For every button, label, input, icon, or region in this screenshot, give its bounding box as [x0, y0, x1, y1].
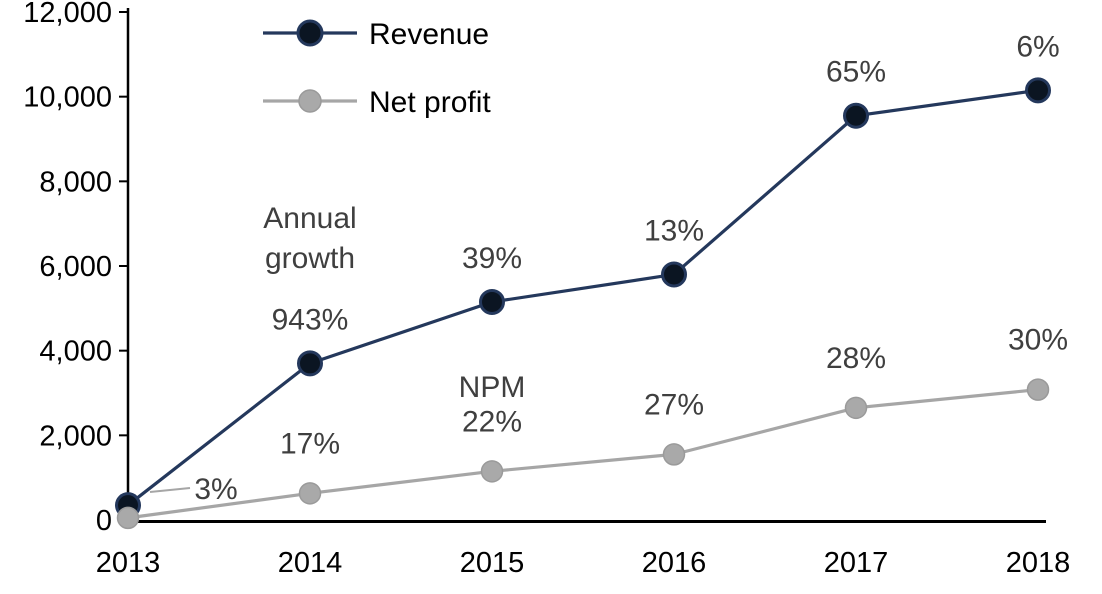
npm-leader-line [149, 487, 191, 493]
netprofit-point [298, 482, 322, 505]
legend-netprofit-label: Net profit [369, 86, 491, 119]
legend-revenue-label: Revenue [369, 18, 489, 51]
y-tick-label: 4,000 [39, 336, 112, 368]
y-tick-label: 0 [96, 505, 112, 537]
npm-label: 17% [280, 427, 340, 460]
growth-label: 6% [1016, 30, 1059, 63]
npm-label: 27% [644, 388, 704, 421]
netprofit-line [126, 388, 1040, 520]
npm-label: 3% [194, 473, 237, 506]
x-tick-label: 2015 [460, 547, 525, 579]
npm-label: 28% [826, 342, 886, 375]
y-tick-label: 10,000 [23, 82, 112, 114]
annual-growth-caption-line2: growth [265, 242, 355, 275]
y-tick-label: 8,000 [39, 166, 112, 198]
netprofit-point [480, 460, 504, 483]
x-tick-label: 2014 [278, 547, 343, 579]
x-tick-label: 2016 [642, 547, 707, 579]
y-tick-label: 12,000 [23, 0, 112, 29]
y-tick-label: 2,000 [39, 420, 112, 452]
netprofit-point [844, 396, 868, 420]
growth-label: 39% [462, 242, 522, 275]
legend-revenue-marker [296, 19, 324, 47]
revenue-point [661, 261, 687, 288]
netprofit-point [1026, 378, 1050, 401]
x-tick-label: 2013 [96, 547, 161, 579]
annual-growth-caption-line1: Annual [263, 202, 356, 235]
revenue-point [1025, 77, 1051, 104]
y-tick-label: 6,000 [39, 251, 112, 283]
growth-label: 13% [644, 214, 704, 247]
revenue-line [126, 88, 1040, 507]
netprofit-point [662, 443, 686, 466]
growth-label: 65% [826, 56, 886, 89]
x-tick-label: 2017 [824, 547, 889, 579]
npm-label: 22% [462, 405, 522, 438]
growth-label: 943% [272, 303, 349, 336]
legend-netprofit: Net profit [263, 86, 491, 119]
x-tick-label: 2018 [1006, 547, 1071, 579]
revenue-point [843, 102, 869, 129]
revenue-point [297, 350, 323, 377]
netprofit-point [116, 506, 140, 530]
npm-caption: NPM [459, 371, 526, 404]
revenue-point [479, 288, 505, 315]
legend-netprofit-marker [298, 89, 322, 113]
legend-revenue: Revenue [263, 18, 489, 51]
npm-label: 30% [1008, 324, 1068, 357]
